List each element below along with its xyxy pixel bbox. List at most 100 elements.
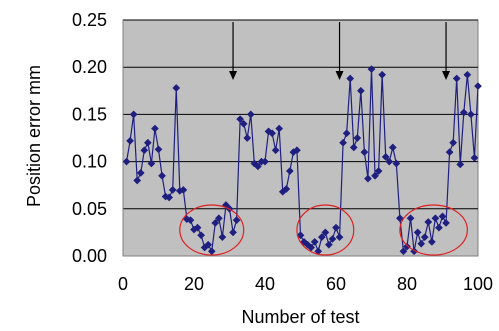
data-point: [303, 240, 312, 249]
data-point: [406, 214, 415, 223]
data-point: [346, 74, 355, 83]
data-point: [353, 134, 362, 142]
data-point: [399, 247, 408, 256]
data-point: [285, 167, 294, 175]
x-tick-label: 0: [118, 274, 128, 294]
data-point: [438, 212, 447, 221]
data-point: [339, 138, 348, 147]
data-point: [229, 228, 238, 237]
data-point: [126, 136, 135, 145]
data-point: [317, 233, 326, 242]
arrow-head: [229, 71, 238, 80]
data-point: [470, 153, 479, 162]
data-point: [129, 110, 138, 119]
data-point: [342, 129, 351, 138]
data-point: [211, 219, 220, 227]
data-point: [179, 185, 188, 194]
series-layer: [122, 65, 482, 256]
data-point: [165, 193, 174, 202]
x-tick-label: 60: [326, 274, 346, 294]
data-point: [324, 240, 333, 249]
data-point: [371, 171, 380, 180]
data-point: [452, 74, 461, 83]
data-point: [300, 237, 309, 246]
data-point: [310, 237, 319, 246]
data-point: [158, 171, 167, 180]
labels-layer: 0.00 0.05 0.10 0.15 0.20 0.25 0 20 40 60 80 100 Numb…: [24, 10, 493, 327]
data-point: [204, 240, 213, 249]
data-point: [466, 110, 475, 119]
data-point: [356, 86, 365, 95]
data-point: [275, 124, 284, 133]
data-point: [363, 174, 372, 183]
data-point: [243, 134, 252, 142]
annotation-circle: [296, 204, 355, 256]
data-point: [154, 145, 163, 154]
x-tick-label: 80: [397, 274, 417, 294]
data-point: [136, 168, 145, 177]
axes: [122, 20, 478, 257]
data-point: [197, 231, 206, 240]
x-tick-label: 20: [184, 274, 204, 294]
data-point: [456, 160, 465, 169]
y-tick-label: 0.10: [72, 152, 107, 172]
x-tick-label: 100: [463, 274, 493, 294]
data-point: [385, 157, 394, 166]
data-point: [367, 65, 376, 74]
data-point: [186, 216, 195, 225]
data-point: [253, 162, 262, 171]
data-point: [172, 84, 181, 92]
data-point: [268, 129, 277, 138]
data-point: [431, 214, 440, 223]
x-axis-title: Number of test: [241, 307, 359, 327]
annotation-circle: [179, 204, 245, 256]
data-point: [321, 228, 330, 237]
data-point: [264, 127, 273, 136]
y-axis-title: Position error mm: [24, 65, 44, 207]
data-point: [168, 185, 177, 194]
arrow-head: [335, 71, 344, 80]
data-point: [413, 228, 422, 237]
data-point: [261, 157, 269, 166]
data-point: [332, 223, 340, 232]
data-point: [403, 242, 411, 251]
data-point: [282, 185, 291, 193]
gridlines: [123, 19, 478, 210]
data-point: [378, 70, 387, 79]
data-point: [271, 146, 280, 155]
annotations-layer: [179, 22, 468, 256]
data-point: [388, 143, 397, 152]
plot-area: [122, 19, 479, 257]
data-point: [143, 138, 152, 147]
y-tick-label: 0.15: [72, 104, 107, 124]
data-point: [395, 214, 404, 223]
y-tick-label: 0.00: [72, 246, 107, 266]
data-point: [140, 146, 149, 155]
data-point: [239, 119, 248, 128]
data-point: [214, 214, 223, 223]
x-tick-label: 40: [255, 274, 275, 294]
data-point: [349, 143, 358, 152]
data-point: [328, 235, 337, 243]
data-point: [449, 138, 458, 147]
data-point: [463, 70, 472, 79]
data-point: [292, 146, 301, 155]
data-point: [150, 124, 159, 133]
data-point: [424, 218, 433, 226]
data-point: [381, 152, 390, 161]
data-point: [133, 176, 142, 185]
data-point: [374, 167, 383, 175]
arrow-head: [442, 71, 451, 80]
data-point: [410, 247, 419, 256]
data-point: [474, 82, 482, 91]
data-point: [434, 223, 443, 232]
data-point: [420, 233, 429, 242]
data-point: [246, 110, 255, 119]
data-point: [250, 159, 259, 168]
data-point: [335, 233, 344, 242]
data-point: [218, 233, 227, 242]
y-tick-label: 0.20: [72, 57, 107, 77]
data-point: [445, 148, 454, 157]
